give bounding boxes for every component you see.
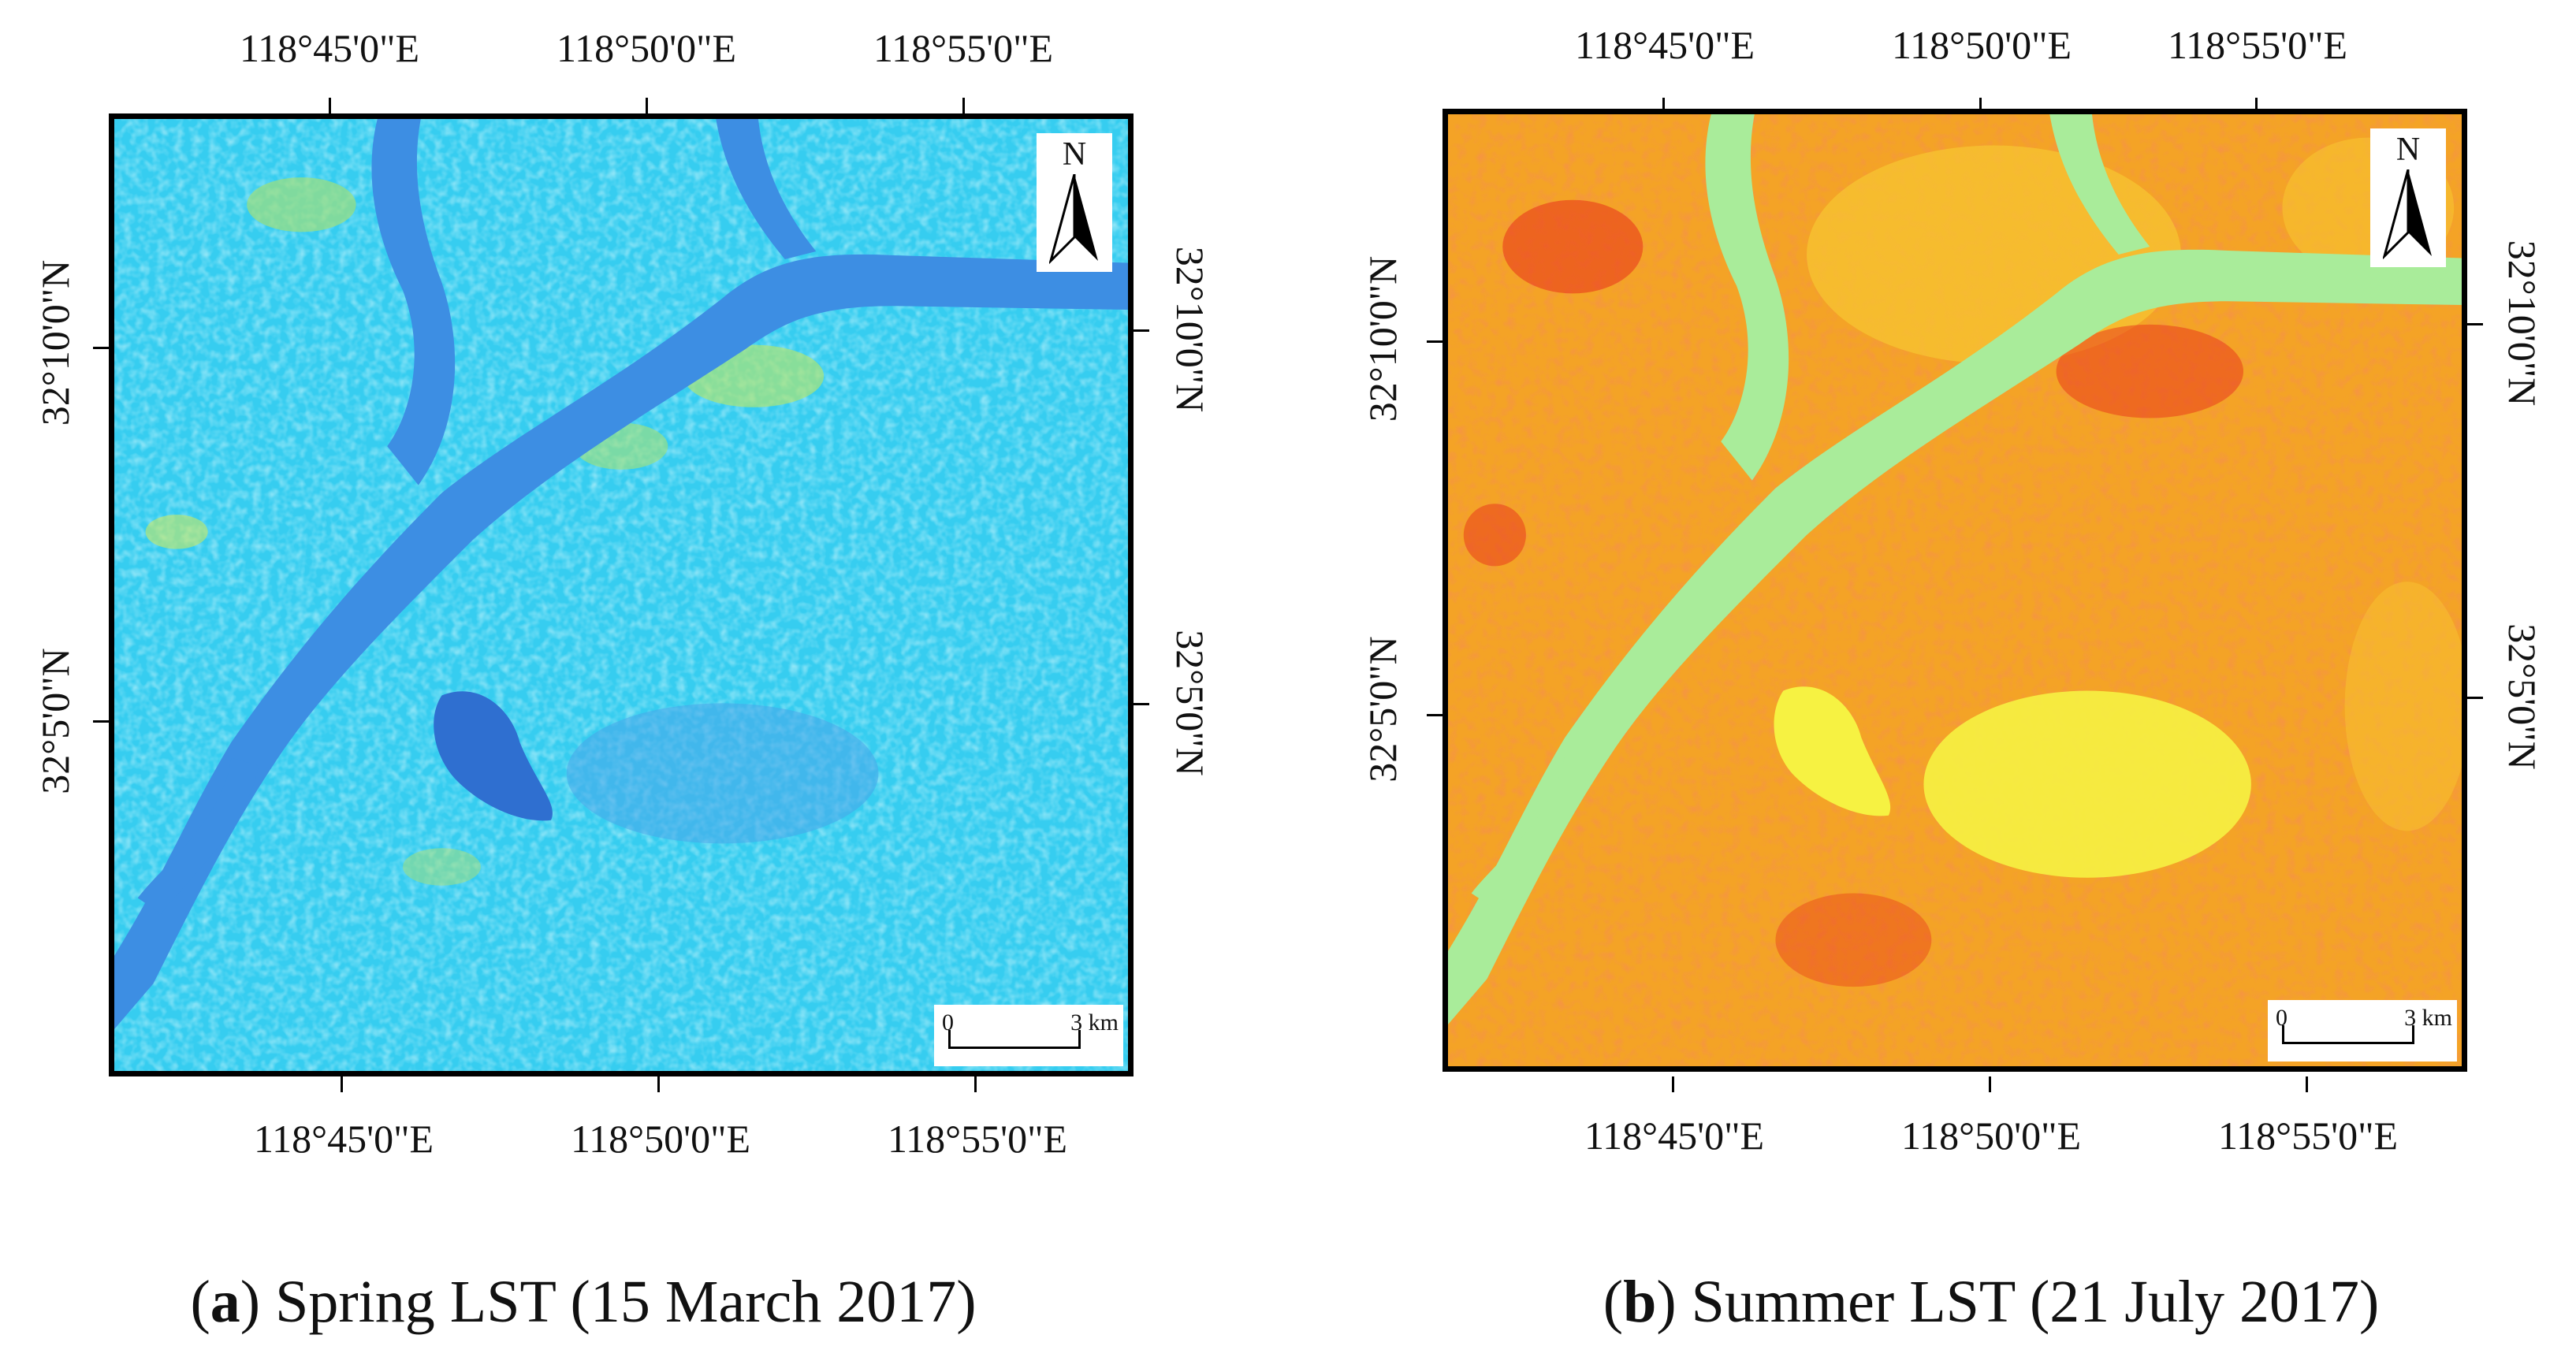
scale-line [2282,1042,2414,1044]
top-lon-tick [329,98,331,113]
north-label: N [1062,136,1087,173]
left-lat-label: 32°5'0"N [1361,636,1405,783]
bottom-lon-tick [2306,1076,2308,1092]
caption-text: Spring LST (15 March 2017) [275,1269,977,1335]
north-label: N [2395,132,2421,168]
lake [1774,686,1891,816]
bottom-lon-label: 118°50'0"E [570,1117,751,1161]
river-branch [371,119,456,485]
warm-patch [247,177,356,232]
bottom-lon-label: 118°45'0"E [1584,1114,1765,1158]
main-river [1448,249,2462,1024]
river-branch [1705,114,1789,481]
panel-b-summer-lst: 118°45'0"E 118°50'0"E 118°55'0"E 118°45'… [1288,0,2576,1372]
main-river [114,254,1128,1029]
scale-bar: 0 3 km [934,1005,1123,1066]
river-branch [137,757,259,914]
north-arrow: N [2370,128,2446,267]
river-branch [2049,114,2150,255]
scale-tick [1078,1030,1081,1049]
right-lat-tick [2467,323,2483,325]
top-lon-tick [646,98,648,113]
lst-map-spring: N 0 3 km [109,113,1134,1076]
top-lon-label: 118°55'0"E [873,26,1054,70]
top-lon-tick [2255,98,2258,113]
right-lat-label: 32°5'0"N [1168,630,1212,776]
panel-letter: a [210,1269,240,1335]
bottom-lon-tick [657,1076,660,1092]
top-lon-tick [1662,98,1665,113]
lst-map-summer: N 0 3 km [1442,109,2467,1072]
bottom-lon-label: 118°55'0"E [887,1117,1068,1161]
cool-area [2344,582,2462,831]
north-arrow: N [1037,133,1112,272]
panel-caption: (a) Spring LST (15 March 2017) [190,1269,977,1335]
right-lat-label: 32°10'0"N [2500,240,2544,407]
left-lat-tick [93,347,109,349]
hot-spot [1502,199,1644,294]
top-lon-label: 118°45'0"E [1574,23,1755,67]
cool-area [566,703,879,844]
bottom-lon-tick [1672,1076,1674,1092]
left-lat-label: 32°10'0"N [1361,255,1405,422]
left-lat-label: 32°10'0"N [33,259,77,426]
lst-raster-summer [1448,114,2462,1066]
lake [434,691,553,821]
left-lat-tick [1427,714,1442,716]
right-lat-tick [2467,697,2483,699]
lst-raster-spring [114,119,1128,1071]
hot-spot [2056,324,2244,418]
right-lat-tick [1134,329,1149,332]
scale-tick [948,1030,951,1049]
right-lat-label: 32°5'0"N [2500,623,2544,770]
warm-patch [403,848,481,886]
left-lat-tick [93,720,109,723]
left-lat-label: 32°5'0"N [33,648,77,794]
top-lon-label: 118°45'0"E [239,26,420,70]
top-lon-tick [962,98,965,113]
river-branch [1471,753,1593,909]
warm-patch [145,515,208,549]
bottom-lon-label: 118°45'0"E [253,1117,434,1161]
panel-a-spring-lst: 118°45'0"E 118°50'0"E 118°55'0"E 118°45'… [33,26,1212,1335]
top-lon-tick [1979,98,1982,113]
top-lon-label: 118°55'0"E [2167,23,2348,67]
north-arrow-icon [2383,169,2432,259]
hot-spot [1463,504,1526,567]
bottom-lon-tick [974,1076,977,1092]
left-lat-tick [1427,340,1442,343]
scale-tick [2412,1025,2414,1044]
river-branch [716,119,817,259]
bottom-lon-tick [341,1076,343,1092]
scale-line [948,1047,1081,1049]
scale-tick [2282,1025,2284,1044]
bottom-lon-label: 118°55'0"E [2217,1114,2399,1158]
scale-bar: 0 3 km [2268,1000,2457,1062]
bottom-lon-tick [1989,1076,1991,1092]
scale-zero-label: 0 [2276,1005,2288,1031]
scale-zero-label: 0 [942,1009,954,1036]
north-arrow-icon [1049,174,1098,264]
top-lon-label: 118°50'0"E [1891,23,2072,67]
caption-text: Summer LST (21 July 2017) [1691,1269,2380,1335]
hot-spot [1775,893,1932,987]
panel-letter: b [1623,1269,1657,1335]
right-lat-tick [1134,703,1149,705]
bottom-lon-label: 118°50'0"E [1900,1114,2082,1158]
cool-area [1923,690,2251,878]
panel-caption: (b) Summer LST (21 July 2017) [1603,1269,2380,1335]
right-lat-label: 32°10'0"N [1168,246,1212,413]
top-lon-label: 118°50'0"E [556,26,737,70]
